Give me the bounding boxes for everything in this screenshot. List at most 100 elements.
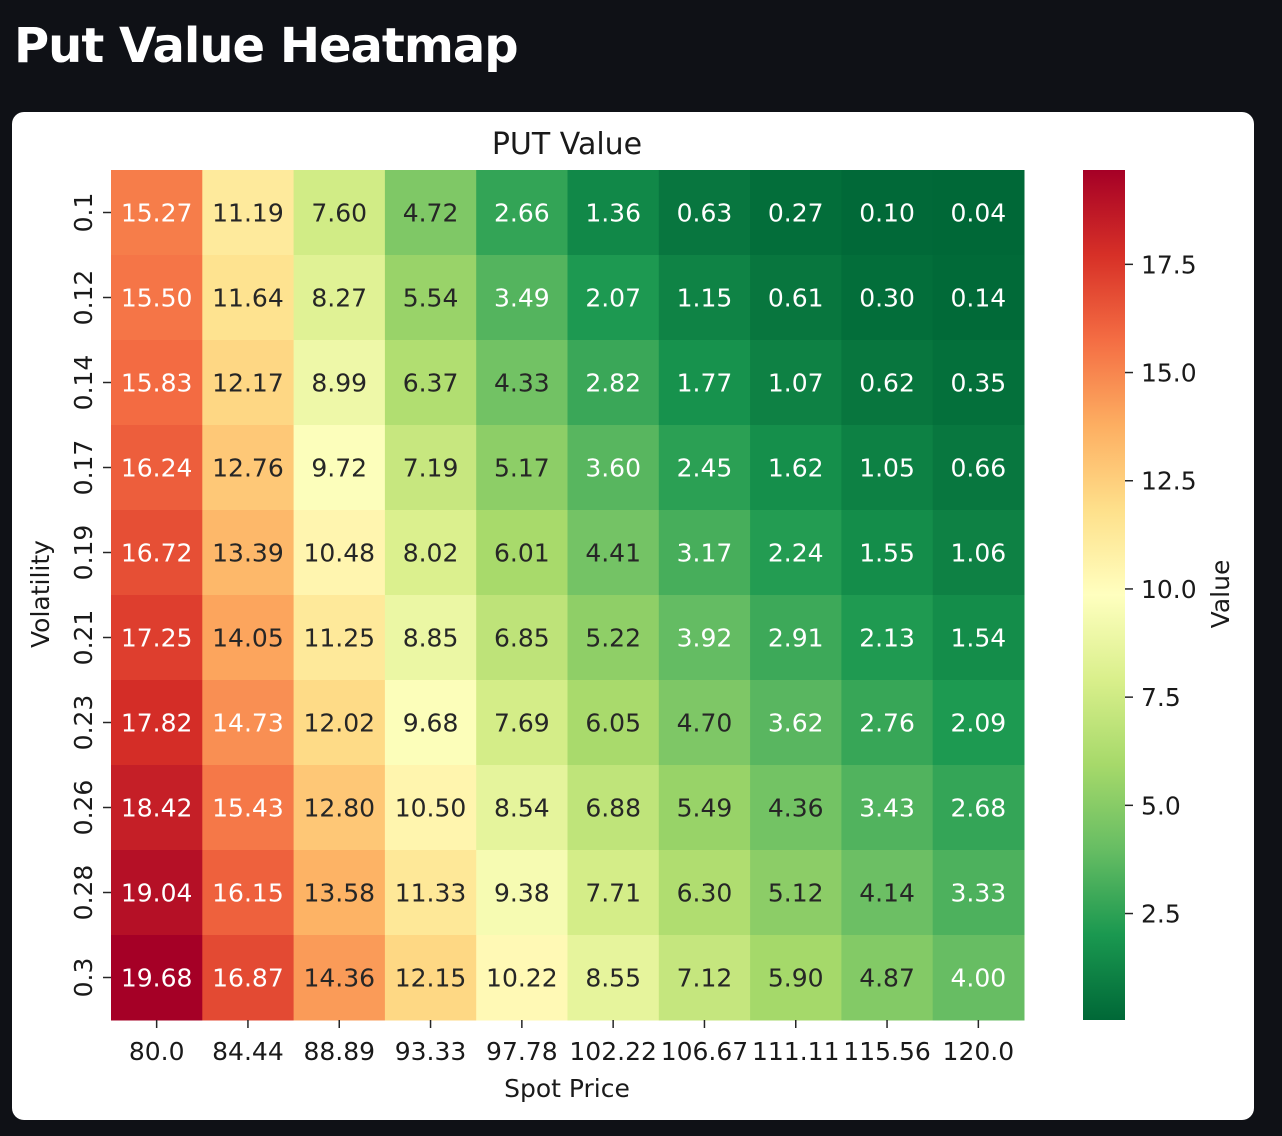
x-tick-label: 84.44 [212, 1037, 284, 1066]
heatmap-cell [293, 425, 386, 511]
heatmap-cell [111, 935, 203, 1021]
heatmap-cell-label: 1.05 [859, 454, 915, 483]
heatmap-cell [111, 595, 203, 681]
heatmap-cell [384, 850, 477, 936]
heatmap-cell-label: 11.64 [212, 284, 284, 313]
heatmap-cell-label: 4.14 [859, 879, 915, 908]
heatmap-cell [476, 595, 568, 681]
heatmap-cell-label: 16.72 [121, 539, 193, 568]
heatmap-cell [293, 680, 386, 766]
heatmap-cell [567, 340, 660, 426]
x-tick-label: 102.22 [569, 1037, 656, 1066]
heatmap-cell [750, 595, 842, 681]
heatmap-cell-label: 1.54 [951, 624, 1007, 653]
heatmap-cell [932, 340, 1025, 426]
heatmap-cell [476, 340, 568, 426]
heatmap-cell [476, 170, 568, 256]
heatmap-cell-label: 1.07 [768, 369, 824, 398]
heatmap-cell [384, 340, 477, 426]
heatmap-cell [841, 255, 934, 341]
colorbar [1083, 170, 1125, 1020]
heatmap-cell-label: 11.33 [395, 879, 467, 908]
colorbar-ticks: 2.5 5.0 7.5 10.0 12.5 15.0 17.5 [1125, 250, 1197, 929]
heatmap-cell-label: 8.55 [585, 964, 641, 993]
heatmap-cell-label: 19.04 [121, 879, 193, 908]
heatmap-cell-label: 2.13 [859, 624, 915, 653]
heatmap-cell-label: 15.27 [121, 199, 193, 228]
heatmap-cell [658, 680, 751, 766]
heatmap-cell [750, 255, 842, 341]
heatmap-cell-label: 0.66 [951, 454, 1007, 483]
heatmap-cell-label: 5.49 [677, 794, 733, 823]
heatmap-cell-label: 17.25 [121, 624, 193, 653]
heatmap-cells [111, 170, 1025, 1021]
heatmap-cell [202, 765, 295, 851]
heatmap-cell [567, 170, 660, 256]
x-tick-label: 115.56 [843, 1037, 930, 1066]
heatmap-cell-label: 15.83 [121, 369, 193, 398]
heatmap-cell-label: 0.14 [951, 284, 1007, 313]
heatmap-cell [932, 680, 1025, 766]
y-tick-label: 0.21 [69, 610, 98, 666]
heatmap-cell [476, 425, 568, 511]
heatmap-cell [750, 425, 842, 511]
x-tick-label: 106.67 [661, 1037, 748, 1066]
colorbar-tick-label: 2.5 [1141, 900, 1181, 929]
heatmap-cell [750, 935, 842, 1021]
x-tick-label: 120.0 [943, 1037, 1015, 1066]
heatmap-cell-label: 10.50 [395, 794, 467, 823]
heatmap-cell-label: 7.69 [494, 709, 550, 738]
heatmap-cell [111, 425, 203, 511]
heatmap-cell-label: 5.12 [768, 879, 824, 908]
heatmap-cell [658, 850, 751, 936]
heatmap-cell [841, 850, 934, 936]
heatmap-cell-label: 3.17 [677, 539, 733, 568]
heatmap-cell [384, 510, 477, 596]
heatmap-cell [932, 255, 1025, 341]
heatmap-cell-label: 2.07 [585, 284, 641, 313]
chart-title: PUT Value [492, 127, 642, 162]
heatmap-cell-label: 19.68 [121, 964, 193, 993]
heatmap-cell [932, 935, 1025, 1021]
heatmap-cell-label: 12.76 [212, 454, 284, 483]
colorbar-tick-label: 15.0 [1141, 359, 1197, 388]
heatmap-cell [111, 850, 203, 936]
heatmap-cell-label: 4.33 [494, 369, 550, 398]
heatmap-cell-label: 13.39 [212, 539, 284, 568]
heatmap-chart-card: PUT Value 15.27 11.19 7.60 4.72 2.66 1.36 0.63… [12, 112, 1254, 1120]
heatmap-cell-label: 6.37 [403, 369, 459, 398]
heatmap-cell-label: 2.91 [768, 624, 824, 653]
heatmap-cell [567, 765, 660, 851]
heatmap-cell [202, 935, 295, 1021]
heatmap-cell [202, 850, 295, 936]
heatmap-cell [658, 510, 751, 596]
heatmap-cell [750, 850, 842, 936]
y-tick-label: 0.26 [69, 780, 98, 836]
heatmap-cell [476, 510, 568, 596]
heatmap-cell [750, 170, 842, 256]
heatmap-cell-label: 12.15 [395, 964, 467, 993]
heatmap-cell-label: 10.22 [486, 964, 558, 993]
heatmap-cell [384, 935, 477, 1021]
heatmap-cell-label: 9.38 [494, 879, 550, 908]
heatmap-cell-label: 12.02 [303, 709, 375, 738]
heatmap-cell-label: 0.62 [859, 369, 915, 398]
x-tick-label: 111.11 [752, 1037, 839, 1066]
heatmap-cell [384, 255, 477, 341]
heatmap-cell-label: 6.01 [494, 539, 550, 568]
heatmap-cell [293, 510, 386, 596]
y-tick-label: 0.3 [69, 958, 98, 998]
heatmap-cell [476, 935, 568, 1021]
y-tick-label: 0.19 [69, 525, 98, 581]
heatmap-cell-label: 5.22 [585, 624, 641, 653]
heatmap-cell-label: 6.85 [494, 624, 550, 653]
y-tick-label: 0.12 [69, 270, 98, 326]
heatmap-cell [111, 170, 203, 256]
heatmap-cell-label: 4.41 [585, 539, 641, 568]
heatmap-cell-labels: 15.27 11.19 7.60 4.72 2.66 1.36 0.63 0.27 0.10 0.… [121, 199, 1006, 993]
heatmap-cell [202, 595, 295, 681]
heatmap-cell-label: 4.00 [951, 964, 1007, 993]
heatmap-cell-label: 3.49 [494, 284, 550, 313]
heatmap-cell-label: 6.88 [585, 794, 641, 823]
heatmap-cell [384, 595, 477, 681]
